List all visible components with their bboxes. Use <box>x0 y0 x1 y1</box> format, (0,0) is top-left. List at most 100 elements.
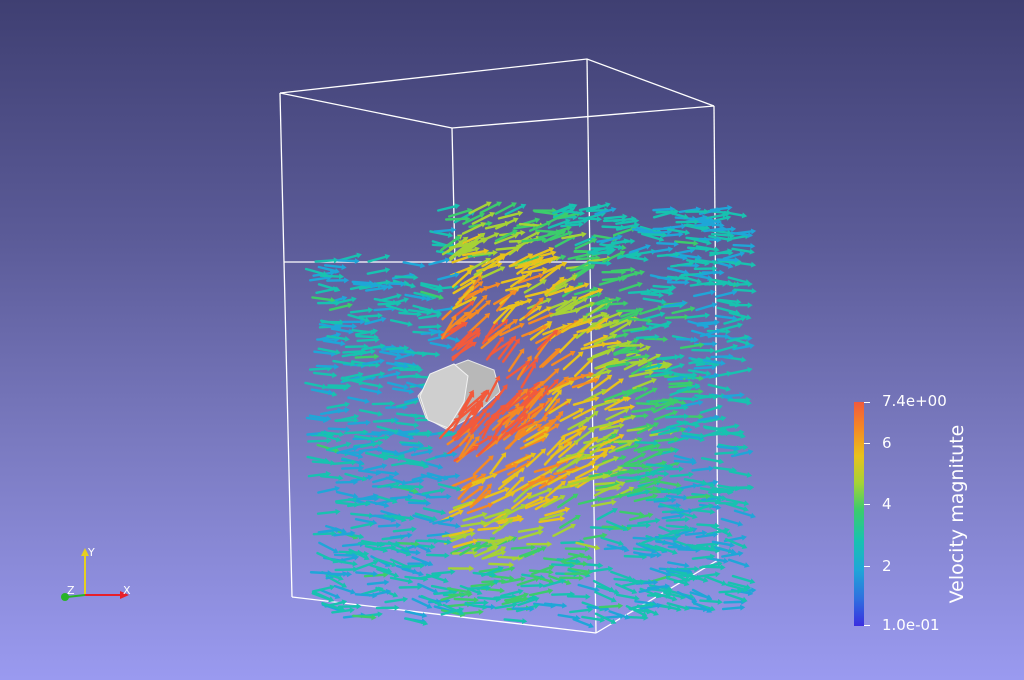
velocity-glyph-head <box>735 485 741 492</box>
velocity-glyph-head <box>745 584 752 590</box>
velocity-glyph <box>541 350 560 368</box>
velocity-glyph <box>669 567 689 573</box>
colorbar-tick-label-4: 4 <box>882 495 892 513</box>
velocity-glyph <box>493 291 515 306</box>
velocity-glyph <box>628 371 651 378</box>
velocity-glyph <box>458 409 474 432</box>
velocity-glyph-head <box>575 558 581 565</box>
velocity-glyph-head <box>370 329 376 336</box>
velocity-glyph <box>698 208 719 216</box>
velocity-glyph <box>357 542 379 546</box>
velocity-glyph-head <box>415 549 421 556</box>
velocity-glyph <box>659 502 679 511</box>
velocity-glyph <box>493 306 511 324</box>
velocity-glyph <box>560 554 582 563</box>
velocity-glyph-head <box>717 404 723 411</box>
velocity-glyph-head <box>590 461 596 467</box>
velocity-glyph-head <box>712 340 718 347</box>
velocity-glyph-head <box>706 607 712 613</box>
velocity-glyph-head <box>560 254 567 261</box>
velocity-glyph <box>389 534 409 539</box>
colorbar-title: Velocity magnitute <box>946 424 968 604</box>
velocity-glyph <box>344 430 365 435</box>
velocity-glyph <box>502 408 522 426</box>
velocity-glyph-head <box>582 315 589 321</box>
velocity-glyph <box>379 454 400 460</box>
velocity-glyph-head <box>531 388 538 395</box>
velocity-glyph <box>635 389 655 401</box>
velocity-glyph-head <box>732 315 738 322</box>
y-axis-label: Y <box>87 546 95 559</box>
velocity-glyph-head <box>610 618 617 625</box>
velocity-glyph <box>691 467 711 472</box>
velocity-glyph-head <box>741 356 747 363</box>
velocity-glyph-head <box>512 318 519 325</box>
velocity-glyph <box>650 426 671 434</box>
velocity-glyph <box>658 530 678 539</box>
velocity-glyph-head <box>427 429 433 436</box>
velocity-glyph <box>399 441 420 446</box>
velocity-glyph-head <box>379 358 385 365</box>
velocity-glyph-head <box>643 386 649 393</box>
velocity-glyph <box>547 220 568 229</box>
velocity-glyph-head <box>728 353 734 360</box>
velocity-glyph <box>638 542 658 551</box>
velocity-glyph <box>468 302 489 320</box>
velocity-glyph-head <box>493 579 500 586</box>
velocity-glyph <box>507 351 523 372</box>
velocity-glyph-head <box>345 441 352 448</box>
velocity-glyph-head <box>590 322 597 328</box>
velocity-glyph <box>529 248 551 259</box>
velocity-glyph <box>317 347 338 354</box>
velocity-glyph-head <box>539 387 546 393</box>
velocity-glyph-head <box>512 229 518 235</box>
velocity-glyph-head <box>328 596 335 602</box>
velocity-glyph <box>631 603 652 609</box>
velocity-glyph <box>359 387 379 394</box>
velocity-glyph <box>604 398 626 411</box>
velocity-glyph-head <box>650 552 656 559</box>
velocity-glyph <box>488 562 511 566</box>
velocity-glyph <box>580 343 604 351</box>
velocity-glyph <box>368 590 388 597</box>
velocity-glyph <box>670 509 690 514</box>
velocity-glyph <box>596 361 616 375</box>
velocity-glyph-head <box>477 281 484 287</box>
velocity-glyph-head <box>583 282 590 289</box>
velocity-glyph-head <box>349 607 355 614</box>
velocity-glyph-head <box>346 571 353 578</box>
velocity-glyph-head <box>705 370 712 377</box>
velocity-glyph <box>495 219 516 230</box>
velocity-glyph-head <box>413 488 419 495</box>
velocity-glyph-head <box>705 493 711 500</box>
velocity-glyph <box>385 346 406 351</box>
velocity-glyph-head <box>468 285 475 292</box>
velocity-glyph-head <box>505 324 512 330</box>
velocity-glyph <box>595 483 617 490</box>
velocity-glyph <box>396 412 417 418</box>
velocity-glyph-head <box>550 250 557 257</box>
velocity-glyph-head <box>688 508 694 515</box>
velocity-glyph <box>516 577 537 587</box>
velocity-glyph-head <box>390 400 396 407</box>
velocity-glyph-head <box>680 426 687 433</box>
velocity-glyph <box>688 237 709 244</box>
velocity-glyph <box>366 268 387 275</box>
velocity-glyph <box>372 419 393 423</box>
velocity-glyph-head <box>339 319 345 326</box>
velocity-glyph-head <box>403 362 409 369</box>
velocity-glyph-head <box>479 212 485 219</box>
velocity-glyph-head <box>645 345 652 351</box>
velocity-glyph <box>679 343 701 350</box>
velocity-glyph-head <box>507 518 514 524</box>
velocity-glyph <box>574 265 593 279</box>
velocity-glyph <box>501 469 523 484</box>
velocity-glyph <box>637 355 658 367</box>
velocity-glyph-head <box>519 348 525 354</box>
velocity-glyph <box>437 522 457 528</box>
velocity-glyph <box>554 236 574 248</box>
velocity-glyph <box>307 472 328 478</box>
velocity-glyph-head <box>502 514 509 521</box>
